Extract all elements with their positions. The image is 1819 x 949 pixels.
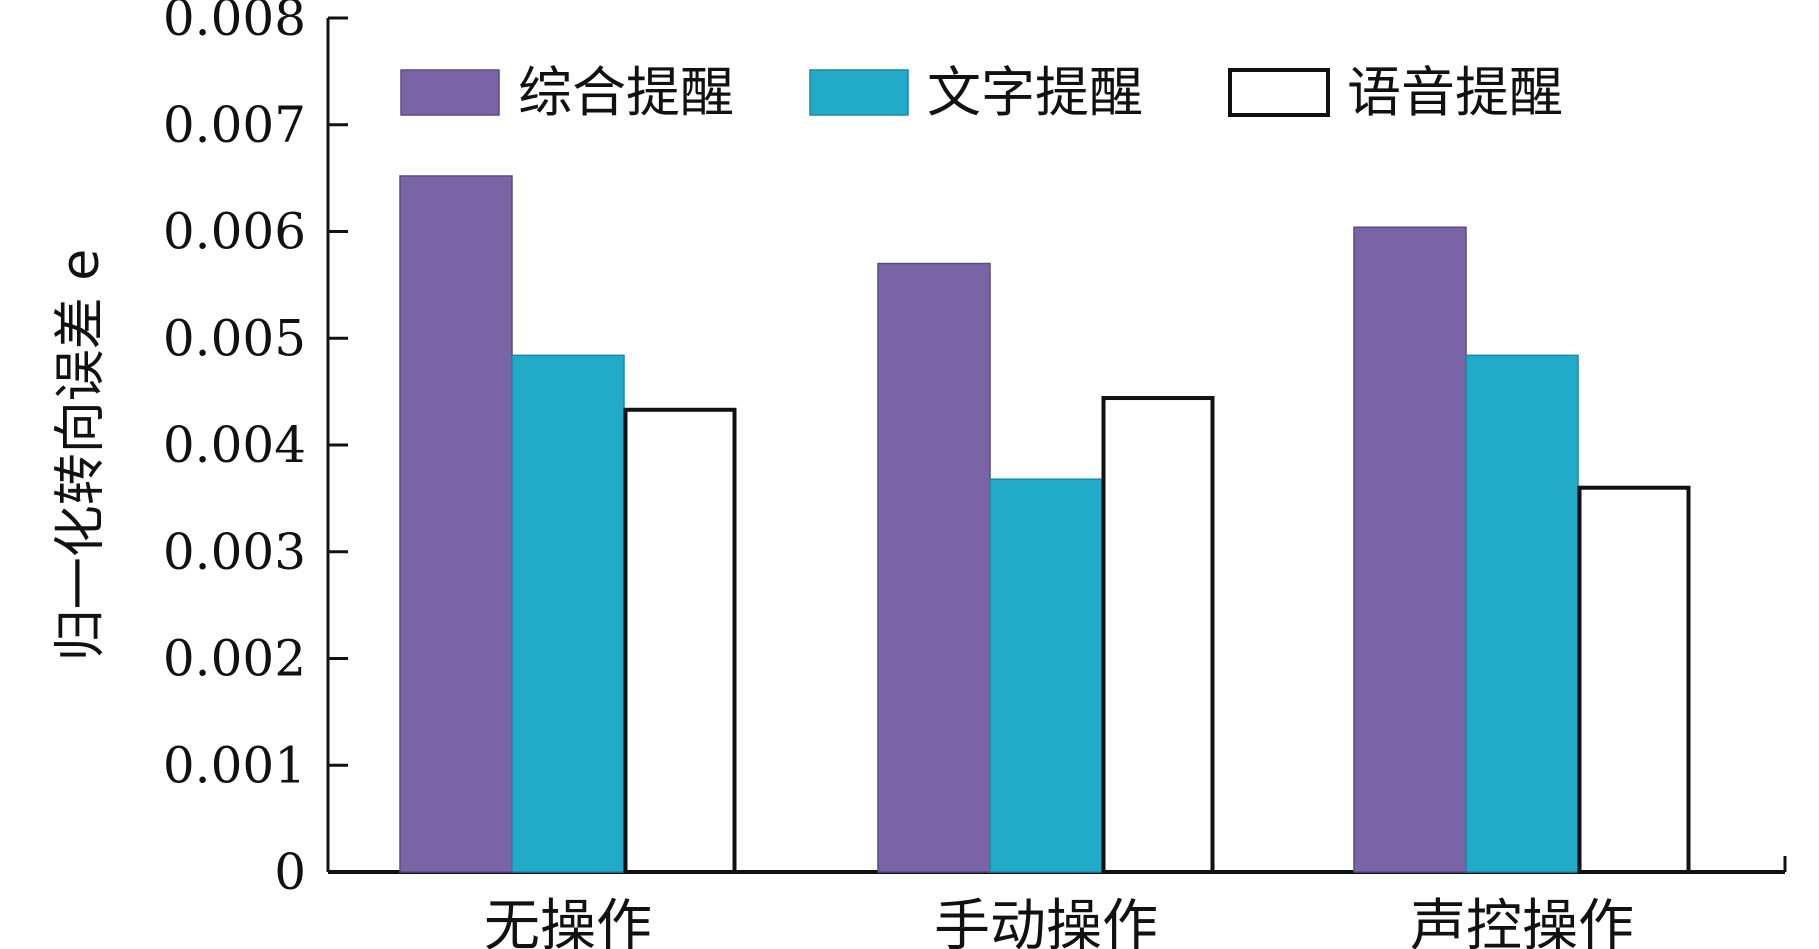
bar-2-2 [989, 478, 1103, 873]
y-tick-label: 0.002 [163, 630, 306, 688]
legend-label-1: 综合提醒 [518, 61, 734, 124]
y-tick-label: 0.004 [163, 416, 306, 474]
bar-3-1 [623, 407, 737, 874]
y-tick-label: 0.005 [163, 309, 306, 367]
y-axis-title-group: 归一化转向误差 e [51, 249, 111, 662]
y-tick-label: 0 [274, 843, 306, 901]
y-tick-label: 0.003 [163, 523, 306, 581]
bar-2-1 [511, 354, 625, 873]
bars [399, 175, 1691, 874]
legend-swatch-3 [1228, 68, 1330, 117]
legend-label-3: 语音提醒 [1347, 61, 1563, 124]
y-tick-label: 0.008 [163, 0, 306, 47]
legend-swatch-1 [400, 69, 500, 116]
bar-2-3 [1465, 354, 1579, 873]
y-tick-label: 0.007 [163, 96, 306, 154]
bar-1-2 [877, 262, 991, 873]
y-tick-label: 0.006 [163, 203, 306, 261]
legend: 综合提醒 文字提醒 语音提醒 [400, 61, 1563, 124]
legend-label-2: 文字提醒 [927, 61, 1143, 124]
x-tick-label: 手动操作 [934, 894, 1158, 949]
y-axis-title: 归一化转向误差 e [51, 249, 111, 662]
legend-swatch-2 [809, 69, 909, 116]
bar-3-3 [1577, 485, 1691, 874]
bar-3-2 [1101, 396, 1215, 874]
x-tick-label: 声控操作 [1410, 894, 1634, 949]
x-axis-labels: 无操作 手动操作 声控操作 [484, 894, 1634, 949]
bar-1-3 [1353, 226, 1467, 873]
y-axis-tick-labels: 0 0.001 0.002 0.003 0.004 0.005 0.006 0.007 0.00… [163, 0, 306, 901]
bar-1-1 [399, 175, 513, 873]
x-tick-label: 无操作 [484, 894, 652, 949]
y-tick-label: 0.001 [163, 736, 306, 794]
